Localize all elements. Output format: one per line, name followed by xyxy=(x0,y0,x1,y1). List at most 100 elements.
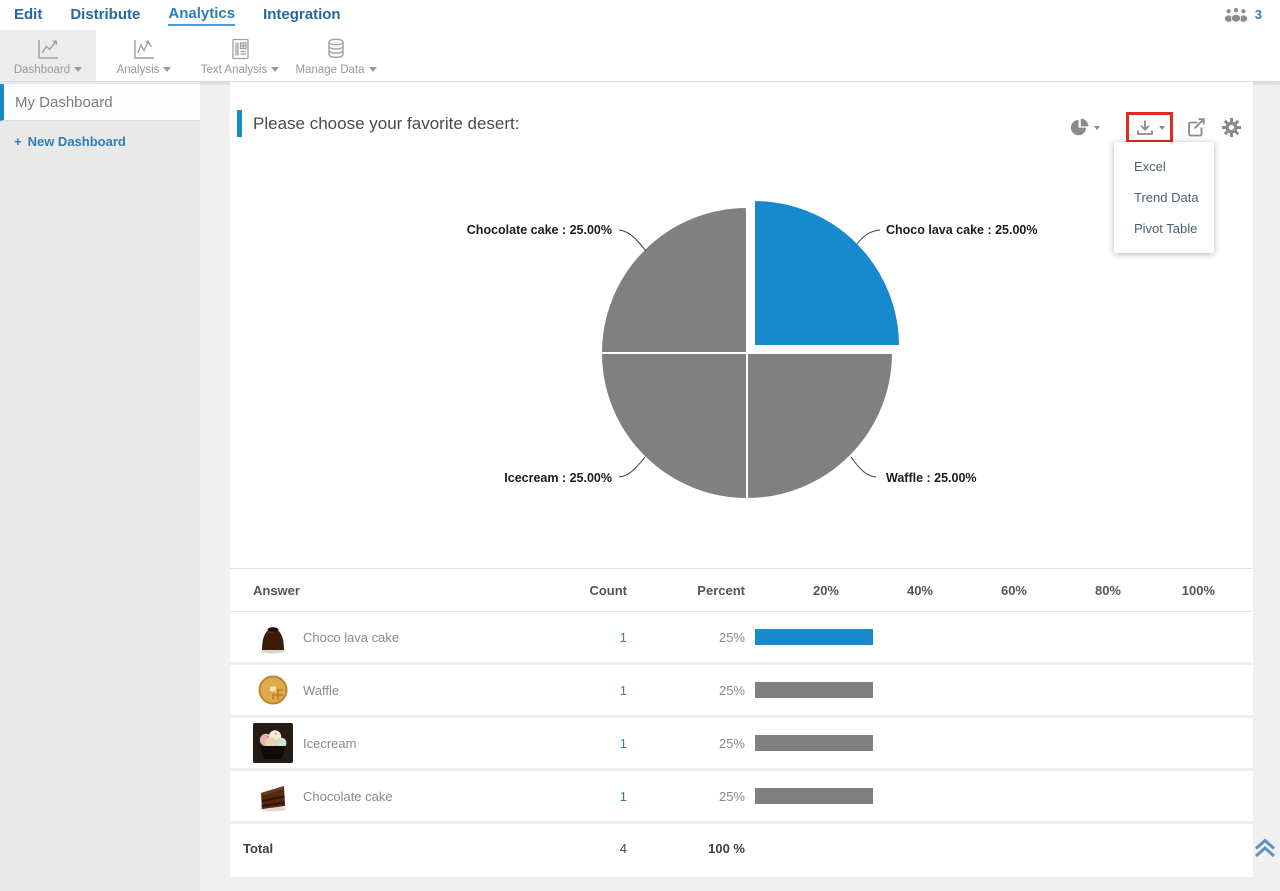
collaborators[interactable]: 3 xyxy=(1224,6,1262,22)
count-value[interactable]: 1 xyxy=(619,735,627,751)
waffle-thumbnail xyxy=(253,670,293,710)
tab-manage-data-label: Manage Data xyxy=(295,63,365,76)
count-value[interactable]: 1 xyxy=(619,788,627,804)
callout-line xyxy=(618,456,646,478)
header-answer: Answer xyxy=(253,582,300,598)
chevron-down-icon xyxy=(74,67,83,72)
percent-bar xyxy=(755,735,873,751)
trend-chart-icon xyxy=(134,39,154,59)
chevron-down-icon xyxy=(1094,125,1100,130)
table-row: Chocolate cake 1 25% xyxy=(230,771,1253,824)
table-row: Choco lava cake 1 25% xyxy=(230,612,1253,665)
database-icon xyxy=(328,38,344,58)
header-count: Count xyxy=(589,582,627,598)
table-row: Waffle 1 25% xyxy=(230,665,1253,718)
new-dashboard-button[interactable]: + New Dashboard xyxy=(0,134,200,149)
table-row: Icecream 1 25% xyxy=(230,718,1253,771)
answer-label: Choco lava cake xyxy=(303,629,400,645)
nav-integration[interactable]: Integration xyxy=(263,5,341,23)
header-tick-60: 60% xyxy=(1000,582,1027,598)
chart-type-button[interactable] xyxy=(1070,118,1100,138)
nav-distribute[interactable]: Distribute xyxy=(70,5,141,23)
total-percent: 100 % xyxy=(708,840,745,856)
tab-text-analysis[interactable]: Text Analysis xyxy=(192,30,288,81)
callout-waffle: Waffle : 25.00% xyxy=(886,471,977,485)
callout-chocolate-cake: Chocolate cake : 25.00% xyxy=(467,223,612,237)
bar-track xyxy=(755,788,1227,804)
percent-value: 25% xyxy=(718,735,745,751)
callout-choco-lava-cake: Choco lava cake : 25.00% xyxy=(886,223,1037,237)
pie-chart[interactable]: Chocolate cake : 25.00% Choco lava cake … xyxy=(230,160,1253,560)
percent-value: 25% xyxy=(718,788,745,804)
answer-label: Chocolate cake xyxy=(303,788,393,804)
percent-bar xyxy=(755,788,873,804)
header-tick-100: 100% xyxy=(1181,582,1215,598)
slice-chocolate-cake[interactable] xyxy=(600,206,748,354)
top-nav: Edit Distribute Analytics Integration 3 xyxy=(0,0,1280,30)
sidebar-item-my-dashboard[interactable]: My Dashboard xyxy=(0,84,200,121)
chevron-down-icon xyxy=(368,67,377,72)
new-dashboard-label: New Dashboard xyxy=(27,134,126,149)
chocolate-cake-thumbnail xyxy=(253,776,293,816)
gear-icon xyxy=(1222,118,1241,137)
callout-icecream: Icecream : 25.00% xyxy=(504,471,612,485)
share-export-icon xyxy=(1188,118,1205,137)
slice-icecream[interactable] xyxy=(600,352,748,500)
people-group-icon xyxy=(1224,7,1247,22)
menu-item-trend-data[interactable]: Trend Data xyxy=(1134,190,1199,205)
header-tick-20: 20% xyxy=(812,582,839,598)
table-header: Answer Count Percent 20% 40% 60% 80% 100… xyxy=(230,568,1253,612)
question-title: Please choose your favorite desert: xyxy=(253,113,520,133)
settings-button[interactable] xyxy=(1221,117,1242,138)
line-chart-icon xyxy=(38,39,58,59)
plus-icon: + xyxy=(14,134,22,149)
tab-analysis[interactable]: Analysis xyxy=(96,30,192,81)
callout-line xyxy=(856,229,881,245)
count-value[interactable]: 1 xyxy=(619,629,627,645)
analytics-toolbar: Dashboard Analysis Text Analysis Manage … xyxy=(0,30,1280,82)
table-total-row: Total 4 100 % xyxy=(230,824,1253,872)
pie-chart-icon xyxy=(1070,118,1089,135)
count-value[interactable]: 1 xyxy=(619,682,627,698)
total-label: Total xyxy=(243,840,274,856)
chevron-down-icon xyxy=(271,67,280,72)
header-percent: Percent xyxy=(697,582,745,598)
slice-waffle[interactable] xyxy=(746,352,894,500)
question-report-panel: Please choose your favorite desert: xyxy=(230,82,1253,877)
title-accent-bar xyxy=(237,110,242,137)
answer-label: Waffle xyxy=(303,682,340,698)
answer-label: Icecream xyxy=(303,735,357,751)
header-tick-40: 40% xyxy=(906,582,933,598)
report-document-icon xyxy=(232,38,249,59)
chevron-down-icon xyxy=(1158,125,1165,130)
dashboard-sidebar: My Dashboard + New Dashboard xyxy=(0,82,200,891)
percent-bar xyxy=(755,629,873,645)
download-dropdown-menu: Excel Trend Data Pivot Table xyxy=(1114,142,1214,253)
collaborator-count: 3 xyxy=(1254,6,1262,22)
total-count: 4 xyxy=(619,840,627,856)
tab-manage-data[interactable]: Manage Data xyxy=(288,30,384,81)
results-table: Answer Count Percent 20% 40% 60% 80% 100… xyxy=(230,568,1253,872)
tab-dashboard[interactable]: Dashboard xyxy=(0,30,96,81)
icecream-thumbnail xyxy=(253,723,293,763)
download-highlight-box xyxy=(1126,112,1173,143)
menu-item-excel[interactable]: Excel xyxy=(1134,159,1166,174)
bar-track xyxy=(755,735,1227,751)
chevron-down-icon xyxy=(163,67,172,72)
percent-bar xyxy=(755,682,873,698)
tab-dashboard-label: Dashboard xyxy=(13,63,71,76)
choco-lava-cake-thumbnail xyxy=(253,617,293,657)
header-tick-80: 80% xyxy=(1094,582,1121,598)
back-to-top-button[interactable] xyxy=(1252,834,1278,865)
download-icon xyxy=(1136,120,1153,135)
tab-text-analysis-label: Text Analysis xyxy=(200,63,268,76)
menu-item-pivot-table[interactable]: Pivot Table xyxy=(1134,221,1198,236)
question-title-row: Please choose your favorite desert: xyxy=(237,110,519,137)
slice-choco-lava-cake[interactable] xyxy=(753,199,901,347)
nav-edit[interactable]: Edit xyxy=(14,5,43,23)
share-button[interactable] xyxy=(1185,117,1206,138)
double-chevron-up-icon xyxy=(1255,838,1275,858)
download-button[interactable] xyxy=(1135,118,1165,138)
percent-value: 25% xyxy=(718,629,745,645)
nav-analytics[interactable]: Analytics xyxy=(168,5,236,26)
